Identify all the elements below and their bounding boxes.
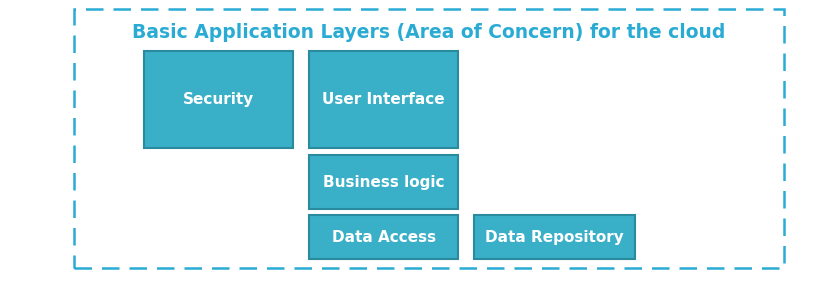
Text: Data Access: Data Access <box>332 230 436 245</box>
FancyBboxPatch shape <box>309 51 458 148</box>
Text: User Interface: User Interface <box>323 92 445 107</box>
Text: Security: Security <box>183 92 254 107</box>
FancyBboxPatch shape <box>309 155 458 209</box>
FancyBboxPatch shape <box>309 215 458 259</box>
Text: Business logic: Business logic <box>323 175 445 190</box>
FancyBboxPatch shape <box>474 215 635 259</box>
Text: Basic Application Layers (Area of Concern) for the cloud: Basic Application Layers (Area of Concer… <box>132 23 726 42</box>
Text: Data Repository: Data Repository <box>485 230 625 245</box>
FancyBboxPatch shape <box>144 51 293 148</box>
